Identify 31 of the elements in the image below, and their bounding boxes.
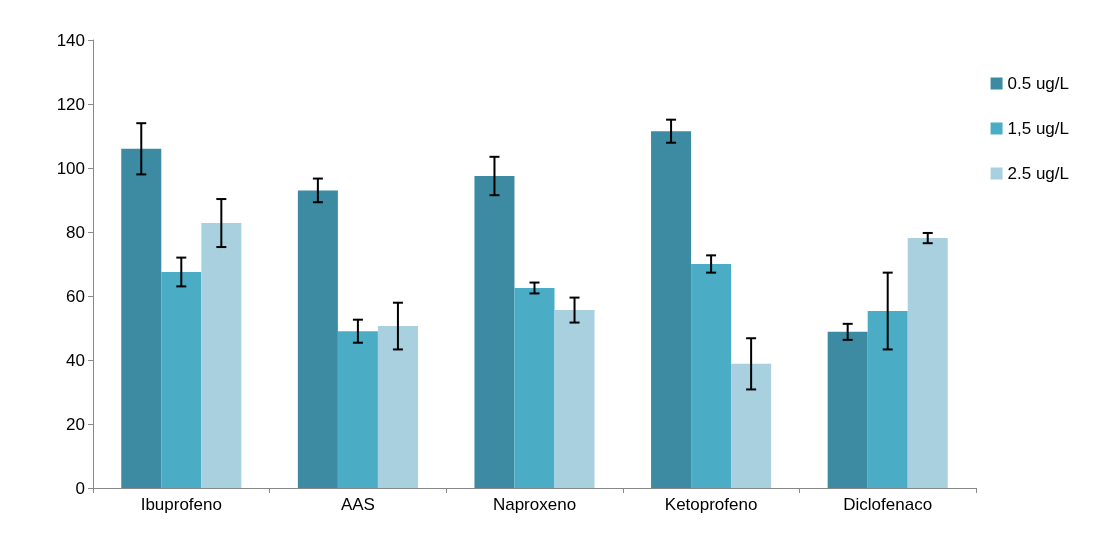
- bar: [691, 264, 732, 488]
- bar: [907, 238, 948, 488]
- legend-label: 0.5 ug/L: [1007, 74, 1070, 93]
- x-tick-label: Ibuprofeno: [140, 495, 222, 514]
- bar: [554, 310, 595, 488]
- bar: [731, 363, 772, 488]
- y-tick-label: 0: [75, 478, 85, 498]
- bar: [201, 223, 242, 488]
- bar: [337, 331, 378, 488]
- y-tick-label: 20: [66, 414, 85, 434]
- x-tick-label: AAS: [340, 495, 375, 514]
- x-tick-label: Ketoprofeno: [664, 495, 758, 514]
- bar: [867, 311, 908, 488]
- bar: [474, 176, 515, 488]
- legend-label: 2.5 ug/L: [1007, 164, 1070, 183]
- y-tick-label: 40: [66, 350, 85, 370]
- bar: [651, 131, 692, 488]
- bar: [377, 326, 418, 488]
- x-tick-label: Naproxeno: [492, 495, 577, 514]
- bar: [161, 272, 202, 488]
- y-tick-label: 60: [66, 286, 85, 306]
- bar: [827, 331, 868, 488]
- x-tick-label: Diclofenaco: [843, 495, 933, 514]
- legend-label: 1,5 ug/L: [1007, 119, 1070, 138]
- bar: [514, 288, 555, 488]
- y-tick-label: 140: [56, 30, 85, 50]
- y-tick-label: 120: [56, 94, 85, 114]
- y-tick-label: 100: [56, 158, 85, 178]
- y-tick-label: 80: [66, 222, 85, 242]
- bar: [121, 148, 162, 488]
- bar: [297, 190, 338, 488]
